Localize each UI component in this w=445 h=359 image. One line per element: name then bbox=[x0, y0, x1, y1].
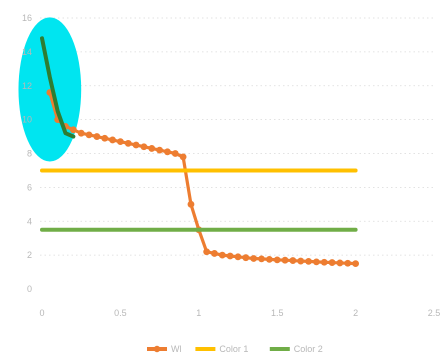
series-point-0-10 bbox=[125, 140, 132, 147]
series-point-0-27 bbox=[258, 255, 265, 262]
x-tick-label-0: 0 bbox=[39, 308, 44, 318]
series-point-0-16 bbox=[172, 150, 179, 157]
series-point-0-17 bbox=[180, 153, 187, 160]
series-point-0-24 bbox=[235, 253, 242, 260]
y-tick-label-4: 4 bbox=[27, 216, 32, 226]
series-point-0-9 bbox=[117, 138, 124, 145]
y-axis-ticks: 0 2 4 6 8 10 12 14 16 bbox=[22, 13, 32, 294]
series-point-0-32 bbox=[297, 258, 304, 265]
series-point-0-14 bbox=[156, 147, 163, 154]
series-point-0-26 bbox=[250, 255, 257, 262]
x-tick-label-5: 2.5 bbox=[428, 308, 441, 318]
series-point-0-29 bbox=[274, 256, 281, 263]
series-point-0-38 bbox=[344, 260, 351, 267]
legend-label-2: Color 2 bbox=[294, 344, 323, 354]
series-layer bbox=[42, 38, 359, 267]
series-point-0-36 bbox=[329, 259, 336, 266]
series-point-0-11 bbox=[133, 142, 140, 149]
y-tick-label-12: 12 bbox=[22, 81, 32, 91]
series-point-0-7 bbox=[101, 135, 108, 142]
y-tick-label-10: 10 bbox=[22, 115, 32, 125]
series-point-0-5 bbox=[86, 131, 93, 138]
series-point-0-18 bbox=[188, 201, 195, 208]
series-point-0-28 bbox=[266, 256, 273, 263]
y-tick-label-16: 16 bbox=[22, 13, 32, 23]
series-line-0 bbox=[50, 93, 356, 264]
series-point-0-13 bbox=[148, 145, 155, 152]
x-tick-label-1: 0.5 bbox=[114, 308, 127, 318]
y-tick-label-14: 14 bbox=[22, 47, 32, 57]
series-point-0-22 bbox=[219, 252, 226, 259]
series-point-0-35 bbox=[321, 259, 328, 266]
series-point-0-33 bbox=[305, 258, 312, 265]
x-axis-ticks: 0 0.5 1 1.5 2 2.5 bbox=[39, 308, 440, 318]
series-point-0-15 bbox=[164, 148, 171, 155]
series-point-0-31 bbox=[289, 257, 296, 264]
series-point-0-3 bbox=[70, 126, 77, 133]
series-point-0-21 bbox=[211, 250, 218, 257]
y-tick-label-0: 0 bbox=[27, 284, 32, 294]
legend: Wl Color 1 Color 2 bbox=[147, 344, 323, 354]
series-point-0-34 bbox=[313, 259, 320, 266]
legend-label-1: Color 1 bbox=[219, 344, 248, 354]
series-point-0-39 bbox=[352, 260, 359, 267]
y-tick-label-8: 8 bbox=[27, 149, 32, 159]
series-point-0-20 bbox=[203, 248, 210, 255]
series-point-0-6 bbox=[93, 133, 100, 140]
series-point-0-12 bbox=[141, 143, 148, 150]
y-tick-label-2: 2 bbox=[27, 250, 32, 260]
y-tick-label-6: 6 bbox=[27, 182, 32, 192]
series-point-0-23 bbox=[227, 253, 234, 260]
series-point-0-4 bbox=[78, 130, 85, 137]
series-point-0-25 bbox=[242, 254, 249, 261]
series-point-0-30 bbox=[282, 257, 289, 264]
x-tick-label-3: 1.5 bbox=[271, 308, 284, 318]
legend-marker-0 bbox=[154, 346, 160, 352]
legend-label-0: Wl bbox=[171, 344, 182, 354]
series-point-0-37 bbox=[337, 260, 344, 267]
x-tick-label-4: 2 bbox=[353, 308, 358, 318]
series-point-0-8 bbox=[109, 137, 116, 144]
x-tick-label-2: 1 bbox=[196, 308, 201, 318]
